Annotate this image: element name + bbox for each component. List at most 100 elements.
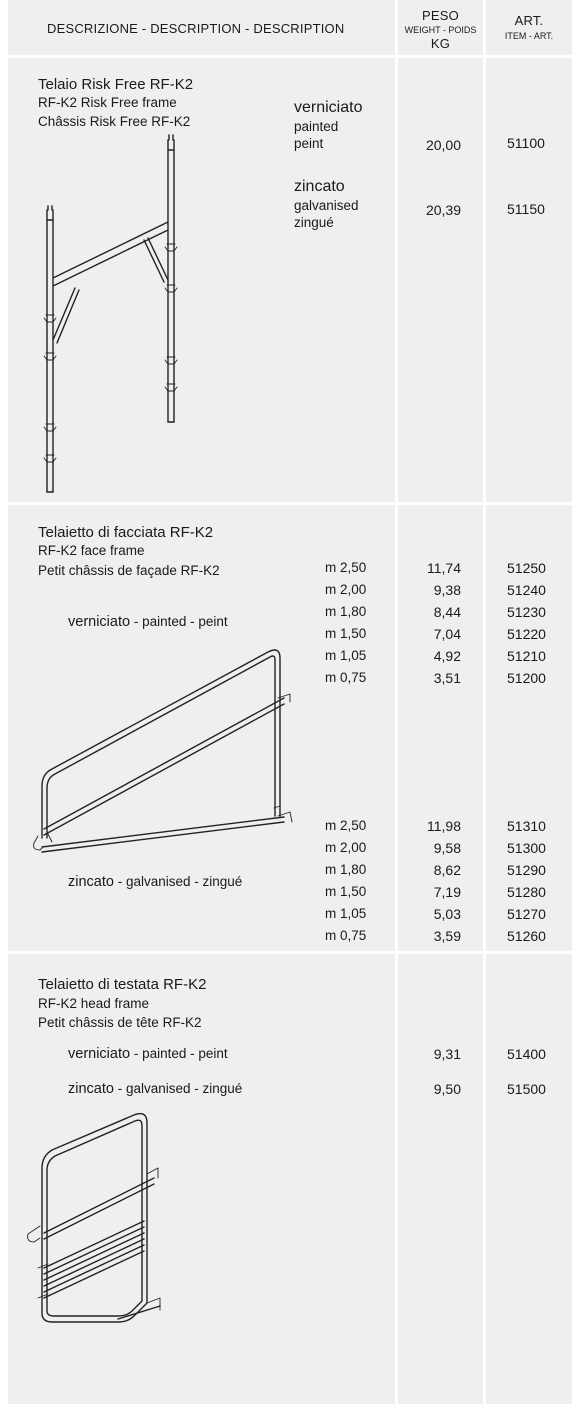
- art-cell: 51310: [507, 818, 546, 834]
- section1-galvanised-weight: 20,39: [425, 202, 461, 218]
- section2-galvanised-label: zincato - galvanised - zingué: [68, 873, 242, 891]
- section3-art-cell: [486, 954, 572, 1404]
- section3-galvanised-art: 51500: [507, 1081, 546, 1097]
- section1-painted-art: 51100: [507, 135, 545, 151]
- size-cell: m 2,50: [325, 560, 367, 575]
- risk-free-frame-illustration: [43, 134, 178, 493]
- weight-cell: 8,44: [433, 604, 461, 620]
- painted-it: verniciato: [68, 614, 131, 630]
- galvanised-en: galvanised: [125, 1081, 191, 1096]
- size-cell: m 1,80: [325, 604, 367, 619]
- art-cell: 51260: [507, 928, 546, 944]
- section1-title: Telaio Risk Free RF-K2: [38, 76, 194, 93]
- galvanised-en: galvanised: [125, 874, 191, 889]
- galvanised-fr: zingué: [202, 874, 243, 889]
- header-weight-line1: PESO: [422, 8, 459, 23]
- weight-cell: 5,03: [433, 906, 461, 922]
- galvanised-fr: zingué: [294, 215, 334, 230]
- size-cell: m 1,50: [325, 626, 367, 641]
- art-cell: 51210: [507, 648, 546, 664]
- weight-cell: 7,04: [433, 626, 461, 642]
- art-cell: 51290: [507, 862, 546, 878]
- section1-painted-label: verniciato painted peint: [294, 99, 362, 151]
- header-weight-cell: [398, 0, 483, 55]
- header-weight-label: PESO WEIGHT - POIDS KG: [398, 8, 483, 51]
- galvanised-fr: zingué: [202, 1081, 243, 1096]
- section3-galvanised-weight: 9,50: [433, 1081, 461, 1097]
- section2-description-cell: [8, 505, 395, 951]
- section3-title: Telaietto di testata RF-K2: [38, 976, 207, 993]
- size-cell: m 2,00: [325, 840, 367, 855]
- weight-cell: 4,92: [433, 648, 461, 664]
- size-cell: m 2,00: [325, 582, 367, 597]
- section2-weight-cell: [398, 505, 483, 951]
- section1-art-cell: [486, 58, 572, 502]
- galvanised-it: zincato: [68, 1081, 114, 1097]
- weight-cell: 9,58: [433, 840, 461, 856]
- size-cell: m 1,80: [325, 862, 367, 877]
- section3-galvanised-label: zincato - galvanised - zingué: [68, 1080, 242, 1098]
- art-cell: 51300: [507, 840, 546, 856]
- separator: -: [190, 1081, 203, 1096]
- header-weight-line3: KG: [430, 36, 451, 51]
- section2-painted-label: verniciato - painted - peint: [68, 613, 228, 631]
- weight-cell: 8,62: [433, 862, 461, 878]
- art-cell: 51270: [507, 906, 546, 922]
- section1-galvanised-art: 51150: [507, 201, 545, 217]
- size-cell: m 0,75: [325, 670, 367, 685]
- galvanised-en: galvanised: [294, 198, 359, 213]
- header-description-cell: [8, 0, 395, 55]
- header-art-line2: ITEM - ART.: [504, 31, 554, 41]
- painted-fr: peint: [198, 614, 228, 629]
- header-art-label: ART. ITEM - ART.: [486, 13, 572, 41]
- section1-galvanised-label: zincato galvanised zingué: [294, 178, 359, 230]
- art-cell: 51280: [507, 884, 546, 900]
- face-frame-illustration: [33, 649, 293, 853]
- size-cell: m 0,75: [325, 928, 367, 943]
- art-cell: 51230: [507, 604, 546, 620]
- art-cell: 51200: [507, 670, 546, 686]
- header-art-line1: ART.: [514, 13, 544, 28]
- section2-art-cell: [486, 505, 572, 951]
- section1-subtitle-fr: Châssis Risk Free RF-K2: [38, 114, 191, 129]
- painted-it: verniciato: [68, 1046, 131, 1062]
- galvanised-it: zincato: [294, 178, 345, 195]
- separator: -: [130, 1046, 143, 1061]
- section2-subtitle-en: RF-K2 face frame: [38, 543, 145, 558]
- separator: -: [190, 874, 203, 889]
- weight-cell: 3,59: [433, 928, 461, 944]
- section3-painted-art: 51400: [507, 1046, 546, 1062]
- section1-painted-weight: 20,00: [425, 137, 461, 153]
- weight-cell: 9,38: [433, 582, 461, 598]
- separator: -: [186, 614, 199, 629]
- header-weight-line2: WEIGHT - POIDS: [404, 25, 477, 35]
- separator: -: [113, 1081, 126, 1096]
- head-frame-illustration: [27, 1112, 161, 1323]
- painted-en: painted: [142, 614, 187, 629]
- separator: -: [186, 1046, 199, 1061]
- section1-description-cell: [8, 58, 395, 502]
- painted-fr: peint: [198, 1046, 228, 1061]
- section2-subtitle-fr: Petit châssis de façade RF-K2: [38, 563, 220, 578]
- section2-title: Telaietto di facciata RF-K2: [38, 524, 214, 541]
- weight-cell: 11,98: [427, 818, 461, 834]
- section3-weight-cell: [398, 954, 483, 1404]
- header-description-label: DESCRIZIONE - DESCRIPTION - DESCRIPTION: [47, 21, 345, 36]
- painted-en: painted: [142, 1046, 187, 1061]
- painted-fr: peint: [294, 136, 324, 151]
- galvanised-it: zincato: [68, 874, 114, 890]
- section3-subtitle-en: RF-K2 head frame: [38, 996, 150, 1011]
- separator: -: [113, 874, 126, 889]
- art-cell: 51240: [507, 582, 546, 598]
- section3-subtitle-fr: Petit châssis de tête RF-K2: [38, 1015, 202, 1030]
- section3-painted-weight: 9,31: [433, 1046, 461, 1062]
- size-cell: m 1,05: [325, 906, 367, 921]
- header-art-cell: [486, 0, 572, 55]
- art-cell: 51220: [507, 626, 546, 642]
- size-cell: m 1,50: [325, 884, 367, 899]
- painted-en: painted: [294, 119, 339, 134]
- section3-painted-label: verniciato - painted - peint: [68, 1045, 228, 1063]
- section1-subtitle-en: RF-K2 Risk Free frame: [38, 95, 177, 110]
- size-cell: m 1,05: [325, 648, 367, 663]
- section1-weight-cell: [398, 58, 483, 502]
